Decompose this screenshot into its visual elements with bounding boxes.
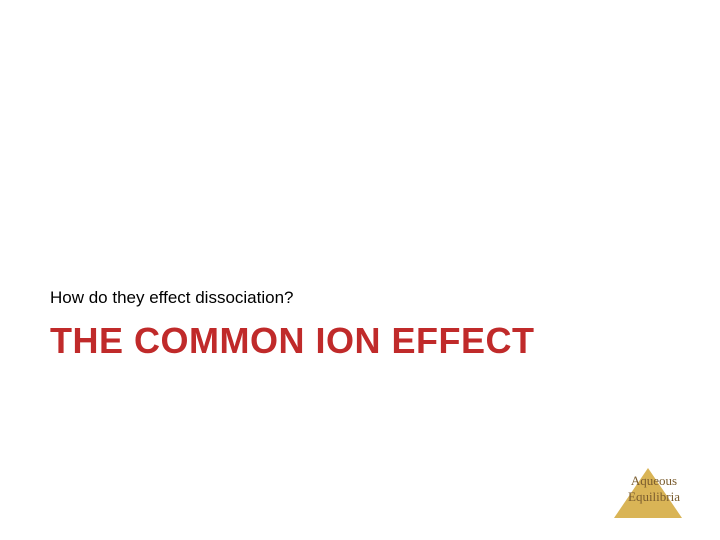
footer-line-2: Equilibria	[628, 489, 680, 505]
footer-label: Aqueous Equilibria	[628, 473, 680, 506]
slide-subtitle: How do they effect dissociation?	[50, 288, 294, 308]
slide-title: THE COMMON ION EFFECT	[50, 320, 534, 362]
footer-line-1: Aqueous	[628, 473, 680, 489]
